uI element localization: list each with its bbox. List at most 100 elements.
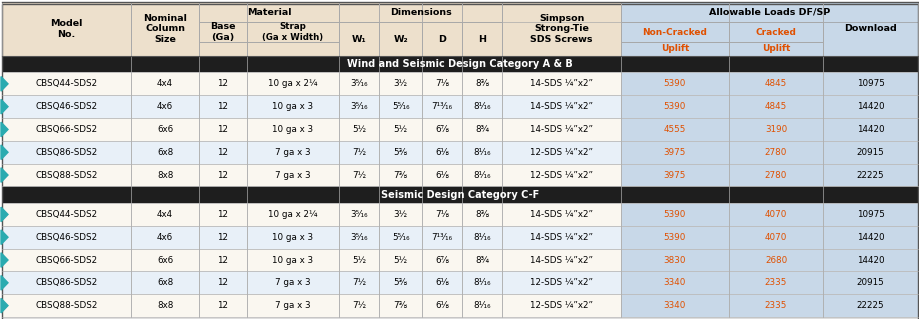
Text: 7 ga x 3: 7 ga x 3 xyxy=(275,301,311,310)
Bar xyxy=(2,249,130,271)
Bar xyxy=(421,164,461,186)
Bar xyxy=(620,294,728,317)
Text: 3⁵⁄₁₆: 3⁵⁄₁₆ xyxy=(350,210,368,219)
Bar xyxy=(379,141,421,164)
Text: 7½: 7½ xyxy=(352,278,366,287)
Bar xyxy=(339,203,379,226)
Bar xyxy=(246,95,339,118)
Bar xyxy=(461,226,502,249)
Text: 10 ga x 2¼: 10 ga x 2¼ xyxy=(267,210,317,219)
Bar xyxy=(502,118,620,141)
Bar xyxy=(130,164,199,186)
Bar xyxy=(728,72,823,95)
Bar xyxy=(728,22,823,42)
Text: 7⅛: 7⅛ xyxy=(435,79,448,88)
Text: Model
No.: Model No. xyxy=(51,19,83,39)
Text: Non-Cracked: Non-Cracked xyxy=(641,28,707,37)
Bar xyxy=(246,226,339,249)
Text: Material: Material xyxy=(246,8,291,17)
Bar xyxy=(130,203,199,226)
Bar xyxy=(421,271,461,294)
Text: 12: 12 xyxy=(217,171,228,180)
Text: 8x8: 8x8 xyxy=(157,301,173,310)
Bar xyxy=(199,249,246,271)
Text: 6⅛: 6⅛ xyxy=(435,301,448,310)
Text: 6x8: 6x8 xyxy=(157,278,173,287)
Bar xyxy=(421,203,461,226)
Text: 7⅜: 7⅜ xyxy=(393,301,407,310)
Text: 5390: 5390 xyxy=(663,102,686,111)
Bar xyxy=(421,226,461,249)
Bar xyxy=(379,226,421,249)
Text: Nominal
Column
Size: Nominal Column Size xyxy=(143,14,187,44)
Bar xyxy=(246,42,339,56)
Bar xyxy=(2,186,917,203)
Text: 6⅞: 6⅞ xyxy=(435,256,448,264)
Bar xyxy=(823,294,917,317)
Text: 4x6: 4x6 xyxy=(157,102,173,111)
Bar xyxy=(421,249,461,271)
Bar xyxy=(620,118,728,141)
Text: CBSQ46-SDS2: CBSQ46-SDS2 xyxy=(35,233,97,242)
Bar xyxy=(823,95,917,118)
Text: 14-SDS ¼”x2”: 14-SDS ¼”x2” xyxy=(529,210,593,219)
Text: 14-SDS ¼”x2”: 14-SDS ¼”x2” xyxy=(529,102,593,111)
Text: 10 ga x 2¼: 10 ga x 2¼ xyxy=(267,79,317,88)
Bar xyxy=(823,2,917,56)
Bar xyxy=(728,141,823,164)
Bar xyxy=(2,294,130,317)
Text: 8¾: 8¾ xyxy=(474,125,489,134)
Bar xyxy=(339,141,379,164)
Polygon shape xyxy=(1,77,8,91)
Text: 5½: 5½ xyxy=(352,125,366,134)
Text: 7 ga x 3: 7 ga x 3 xyxy=(275,148,311,157)
Bar xyxy=(502,271,620,294)
Text: 8¹⁄₁₆: 8¹⁄₁₆ xyxy=(473,148,491,157)
Bar xyxy=(728,203,823,226)
Bar xyxy=(461,118,502,141)
Bar xyxy=(339,164,379,186)
Bar xyxy=(130,271,199,294)
Bar xyxy=(2,2,130,56)
Text: 7¹³⁄₁₆: 7¹³⁄₁₆ xyxy=(431,233,452,242)
Text: 10975: 10975 xyxy=(856,210,884,219)
Polygon shape xyxy=(1,230,8,244)
Bar xyxy=(823,118,917,141)
Text: 4070: 4070 xyxy=(764,210,787,219)
Bar xyxy=(379,22,421,56)
Bar xyxy=(199,271,246,294)
Bar xyxy=(339,95,379,118)
Text: 7 ga x 3: 7 ga x 3 xyxy=(275,171,311,180)
Text: 3⁵⁄₁₆: 3⁵⁄₁₆ xyxy=(350,102,368,111)
Text: Uplift: Uplift xyxy=(761,44,789,53)
Text: W₂: W₂ xyxy=(392,35,407,44)
Text: 6x6: 6x6 xyxy=(157,125,173,134)
Bar xyxy=(461,72,502,95)
Bar xyxy=(246,294,339,317)
Text: 5½: 5½ xyxy=(393,256,407,264)
Bar xyxy=(823,72,917,95)
Bar xyxy=(379,95,421,118)
Bar xyxy=(620,164,728,186)
Bar xyxy=(823,226,917,249)
Bar xyxy=(2,95,130,118)
Bar xyxy=(461,271,502,294)
Bar xyxy=(379,249,421,271)
Bar xyxy=(246,72,339,95)
Text: 7 ga x 3: 7 ga x 3 xyxy=(275,278,311,287)
Text: Uplift: Uplift xyxy=(660,44,688,53)
Text: 20915: 20915 xyxy=(856,148,883,157)
Bar xyxy=(339,226,379,249)
Bar xyxy=(199,294,246,317)
Bar xyxy=(130,249,199,271)
Text: 5½: 5½ xyxy=(393,125,407,134)
Text: 7¹³⁄₁₆: 7¹³⁄₁₆ xyxy=(431,102,452,111)
Text: 10 ga x 3: 10 ga x 3 xyxy=(272,256,313,264)
Text: 7⅜: 7⅜ xyxy=(393,171,407,180)
Text: 14-SDS ¼”x2”: 14-SDS ¼”x2” xyxy=(529,79,593,88)
Text: 7⅛: 7⅛ xyxy=(435,210,448,219)
Text: CBSQ86-SDS2: CBSQ86-SDS2 xyxy=(35,148,97,157)
Text: CBSQ46-SDS2: CBSQ46-SDS2 xyxy=(35,102,97,111)
Bar xyxy=(130,118,199,141)
Bar xyxy=(199,203,246,226)
